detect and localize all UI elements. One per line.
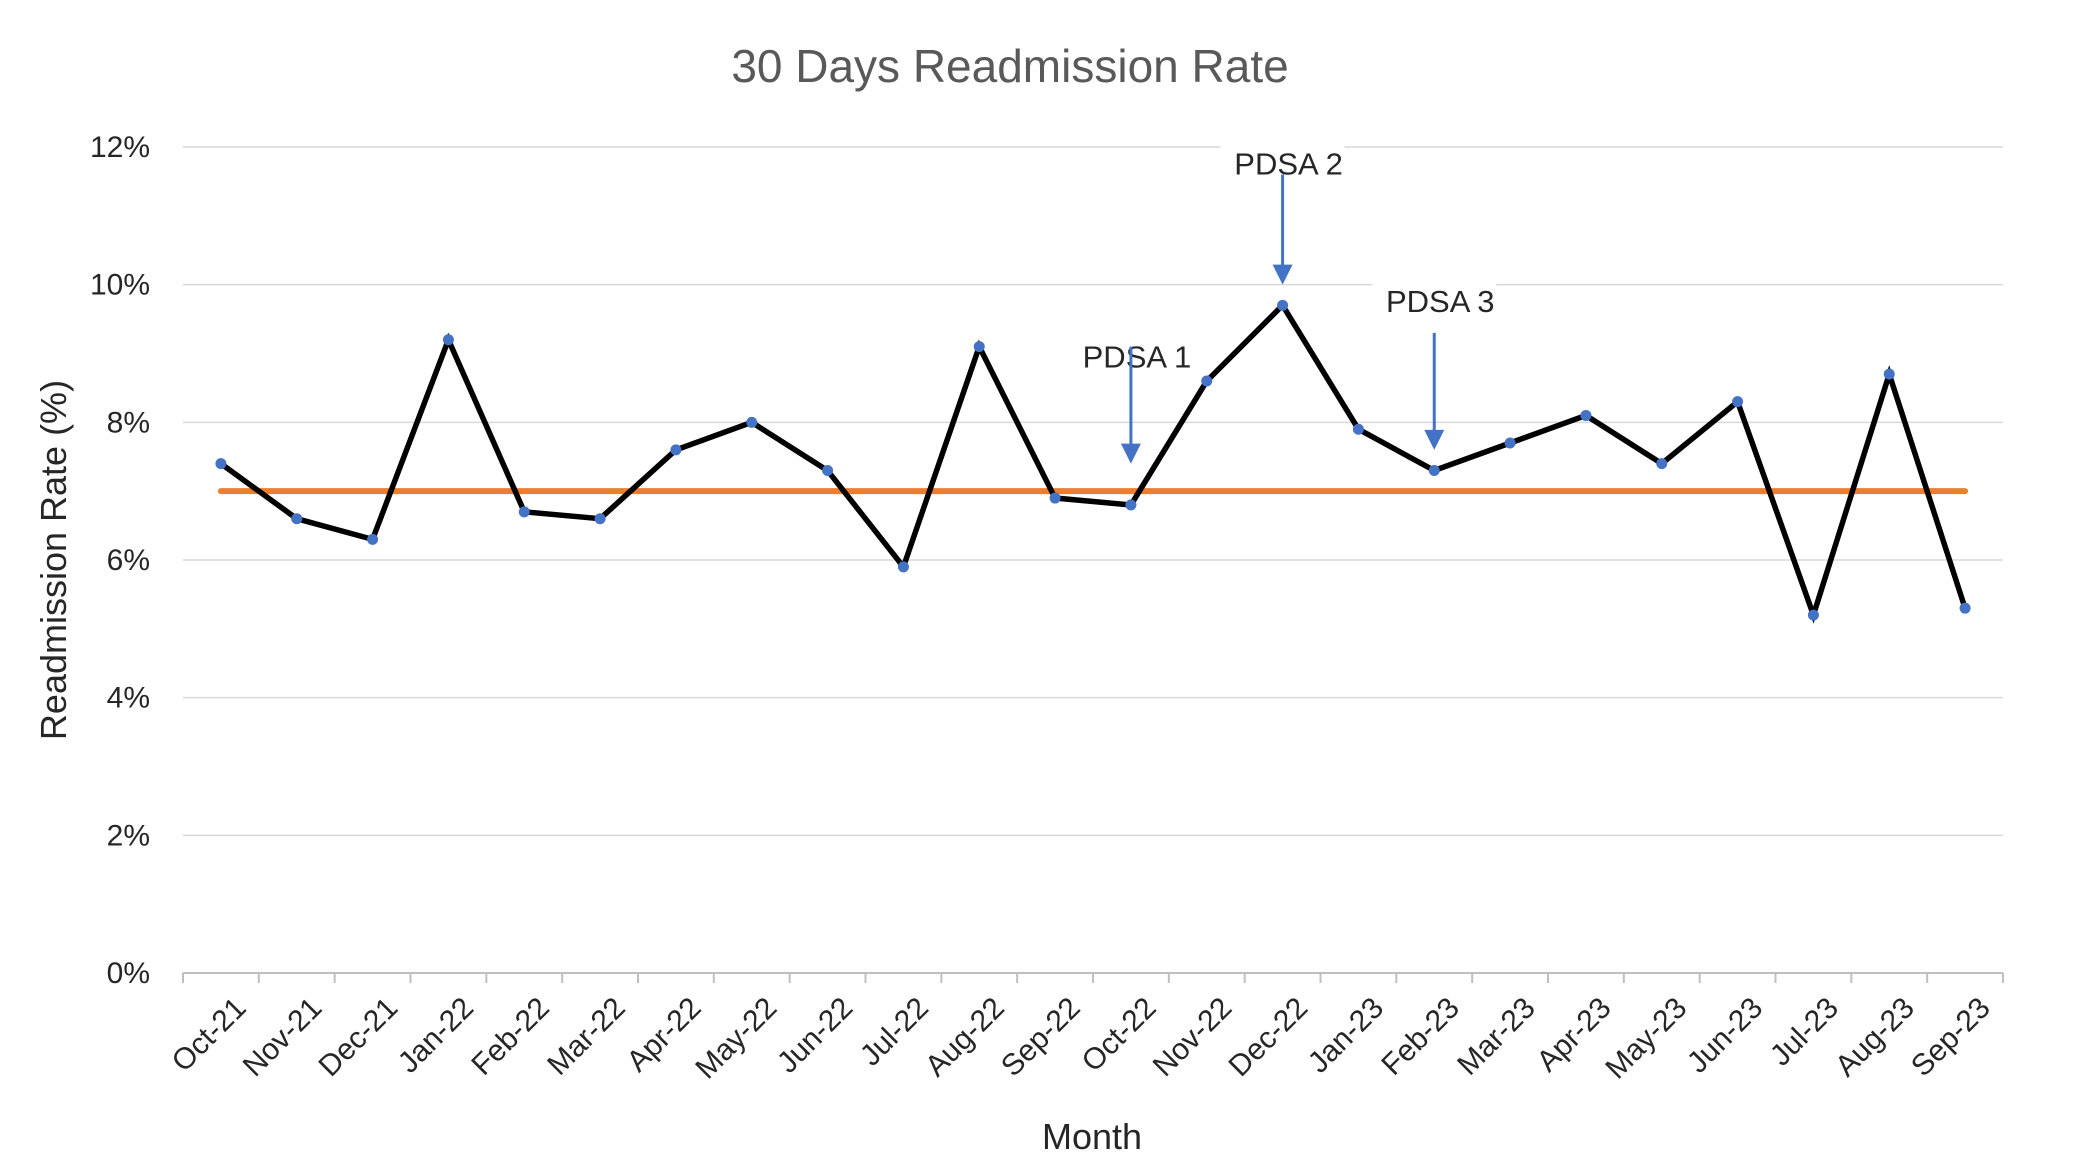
- y-tick-label: 8%: [107, 406, 150, 439]
- data-point: [822, 465, 834, 477]
- data-point: [518, 506, 530, 518]
- data-point: [1580, 409, 1592, 421]
- data-point: [291, 513, 303, 525]
- data-point: [1807, 609, 1819, 621]
- y-tick-label: 12%: [90, 131, 150, 164]
- series-group: [215, 299, 1971, 624]
- data-point: [1883, 368, 1895, 380]
- data-point: [973, 341, 985, 353]
- data-point: [1504, 437, 1516, 449]
- data-point: [746, 416, 758, 428]
- annotation-arrow-head: [1120, 443, 1141, 464]
- data-point: [897, 561, 909, 573]
- data-point: [1049, 492, 1061, 504]
- annotation-arrow-head: [1272, 264, 1293, 285]
- y-axis-ticks: 0% 2% 4% 6% 8% 10% 12%: [90, 131, 150, 990]
- annotation-background: [1372, 280, 1497, 325]
- chart-title: 30 Days Readmission Rate: [731, 40, 1288, 92]
- data-point: [215, 458, 227, 470]
- data-point: [1732, 396, 1744, 408]
- data-point: [1201, 375, 1213, 387]
- data-point: [1125, 499, 1137, 511]
- series-line: [219, 300, 1968, 624]
- y-axis-title: Readmission Rate (%): [33, 380, 74, 740]
- y-tick-label: 4%: [107, 682, 150, 715]
- y-tick-label: 6%: [107, 544, 150, 577]
- data-point: [1959, 602, 1971, 614]
- y-tick-label: 0%: [107, 957, 150, 990]
- annotations-group: PDSA 1 PDSA 2 PDSA 3: [1068, 142, 1497, 464]
- annotation-label: PDSA 2: [1234, 147, 1343, 182]
- annotation-label: PDSA 3: [1386, 284, 1495, 319]
- data-point: [1352, 423, 1364, 435]
- x-axis-title: Month: [1042, 1116, 1142, 1157]
- data-point: [670, 444, 682, 456]
- data-point: [1277, 299, 1289, 311]
- annotation-arrow-head: [1424, 429, 1445, 450]
- data-point: [1656, 458, 1668, 470]
- y-tick-label: 2%: [107, 819, 150, 852]
- data-point: [367, 533, 379, 545]
- data-point: [442, 334, 454, 346]
- data-point: [594, 513, 606, 525]
- y-tick-label: 10%: [90, 269, 150, 302]
- annotation-label: PDSA 1: [1083, 339, 1192, 374]
- data-point: [1428, 465, 1440, 477]
